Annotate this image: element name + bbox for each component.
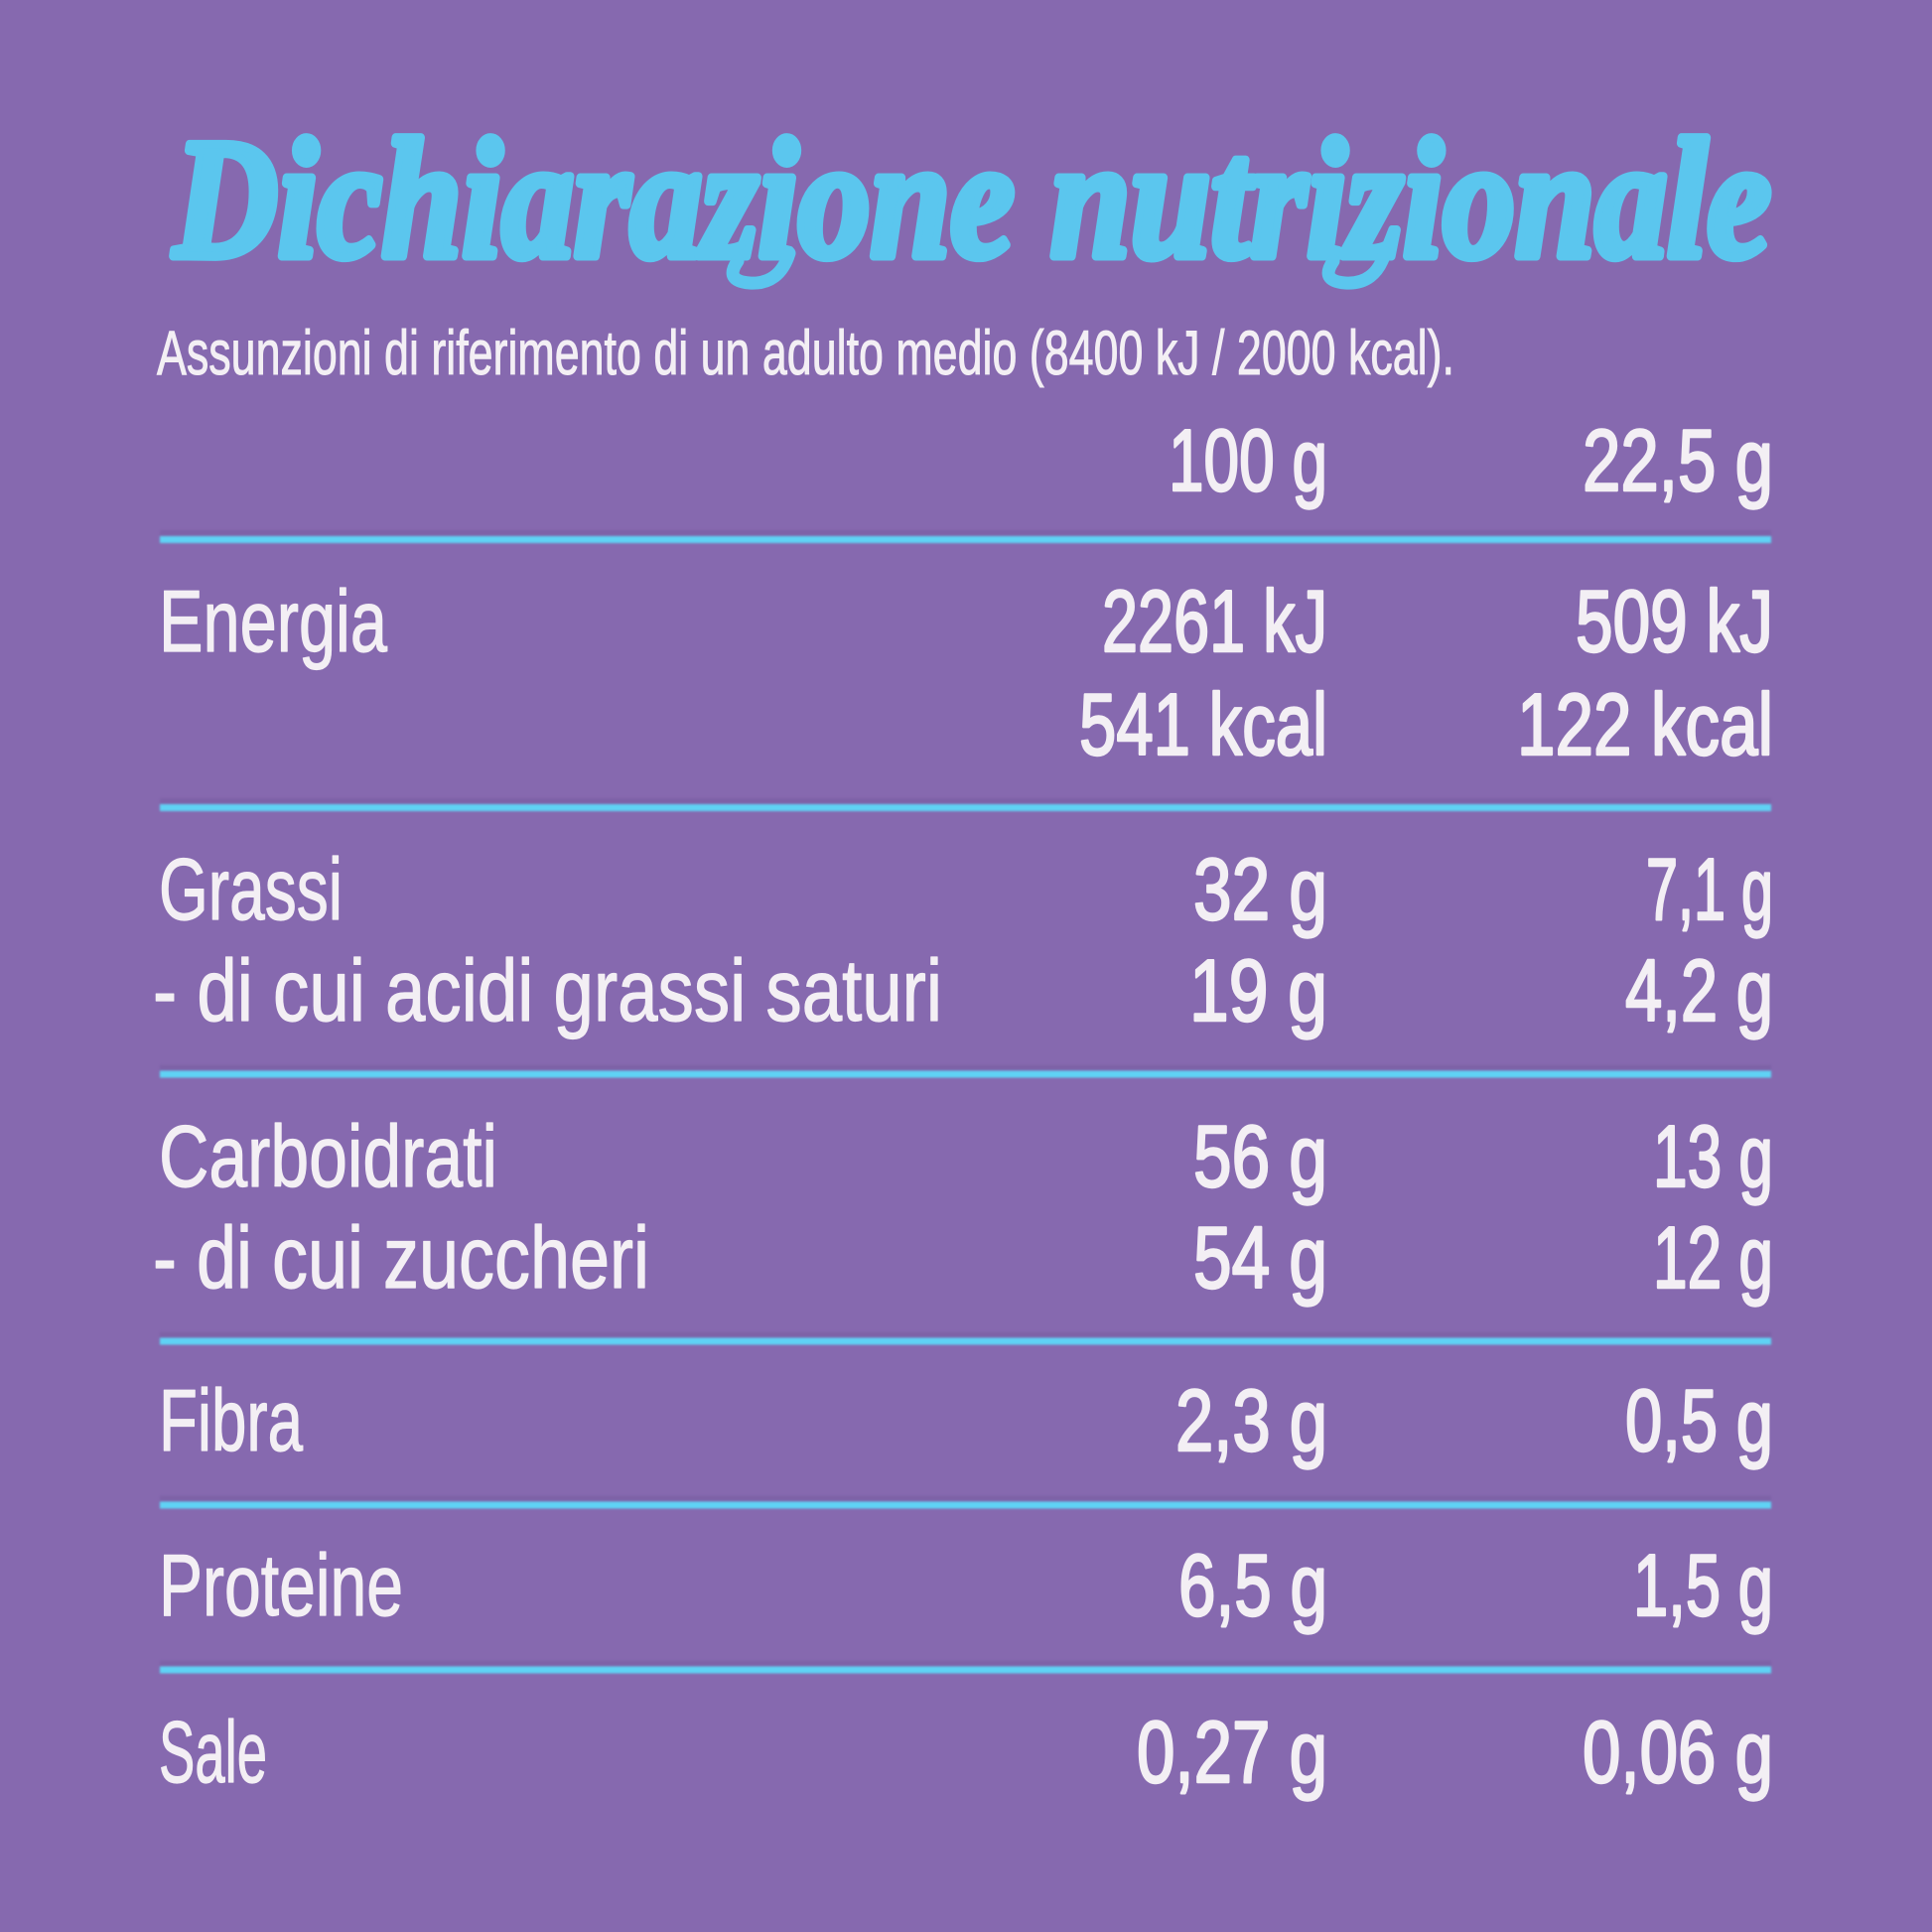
svg-text:122 kcal: 122 kcal [1517,675,1773,773]
svg-text:2261 kJ: 2261 kJ [1102,572,1327,670]
svg-text:7,1 g: 7,1 g [1646,840,1773,938]
svg-text:22,5 g: 22,5 g [1583,411,1773,509]
svg-text:56 g: 56 g [1193,1107,1327,1205]
svg-text:19 g: 19 g [1189,941,1327,1039]
svg-text:- di cui acidi grassi saturi: - di cui acidi grassi saturi [153,941,942,1039]
svg-text:13 g: 13 g [1653,1107,1773,1205]
svg-text:100 g: 100 g [1169,411,1327,509]
svg-text:54 g: 54 g [1193,1208,1327,1307]
svg-text:- di cui zuccheri: - di cui zuccheri [153,1208,649,1307]
svg-text:Fibra: Fibra [159,1371,303,1469]
svg-text:32 g: 32 g [1193,840,1327,938]
svg-text:0,06 g: 0,06 g [1583,1703,1773,1801]
svg-text:1,5 g: 1,5 g [1633,1536,1773,1634]
svg-text:0,27 g: 0,27 g [1137,1703,1327,1801]
svg-text:Energia: Energia [159,572,387,670]
svg-text:12 g: 12 g [1653,1208,1773,1307]
svg-text:4,2 g: 4,2 g [1625,941,1773,1039]
svg-text:6,5 g: 6,5 g [1178,1536,1327,1634]
svg-text:0,5 g: 0,5 g [1625,1371,1773,1469]
svg-text:Sale: Sale [159,1703,267,1801]
svg-text:509 kJ: 509 kJ [1576,572,1773,670]
svg-text:Dichiarazione nutrizionale: Dichiarazione nutrizionale [172,105,1771,294]
svg-text:Grassi: Grassi [159,840,343,938]
svg-text:2,3 g: 2,3 g [1175,1371,1327,1469]
svg-text:541 kcal: 541 kcal [1079,675,1327,773]
svg-text:Assunzioni di riferimento di u: Assunzioni di riferimento di un adulto m… [157,319,1454,388]
svg-text:Proteine: Proteine [159,1536,403,1634]
svg-text:Carboidrati: Carboidrati [159,1107,497,1205]
